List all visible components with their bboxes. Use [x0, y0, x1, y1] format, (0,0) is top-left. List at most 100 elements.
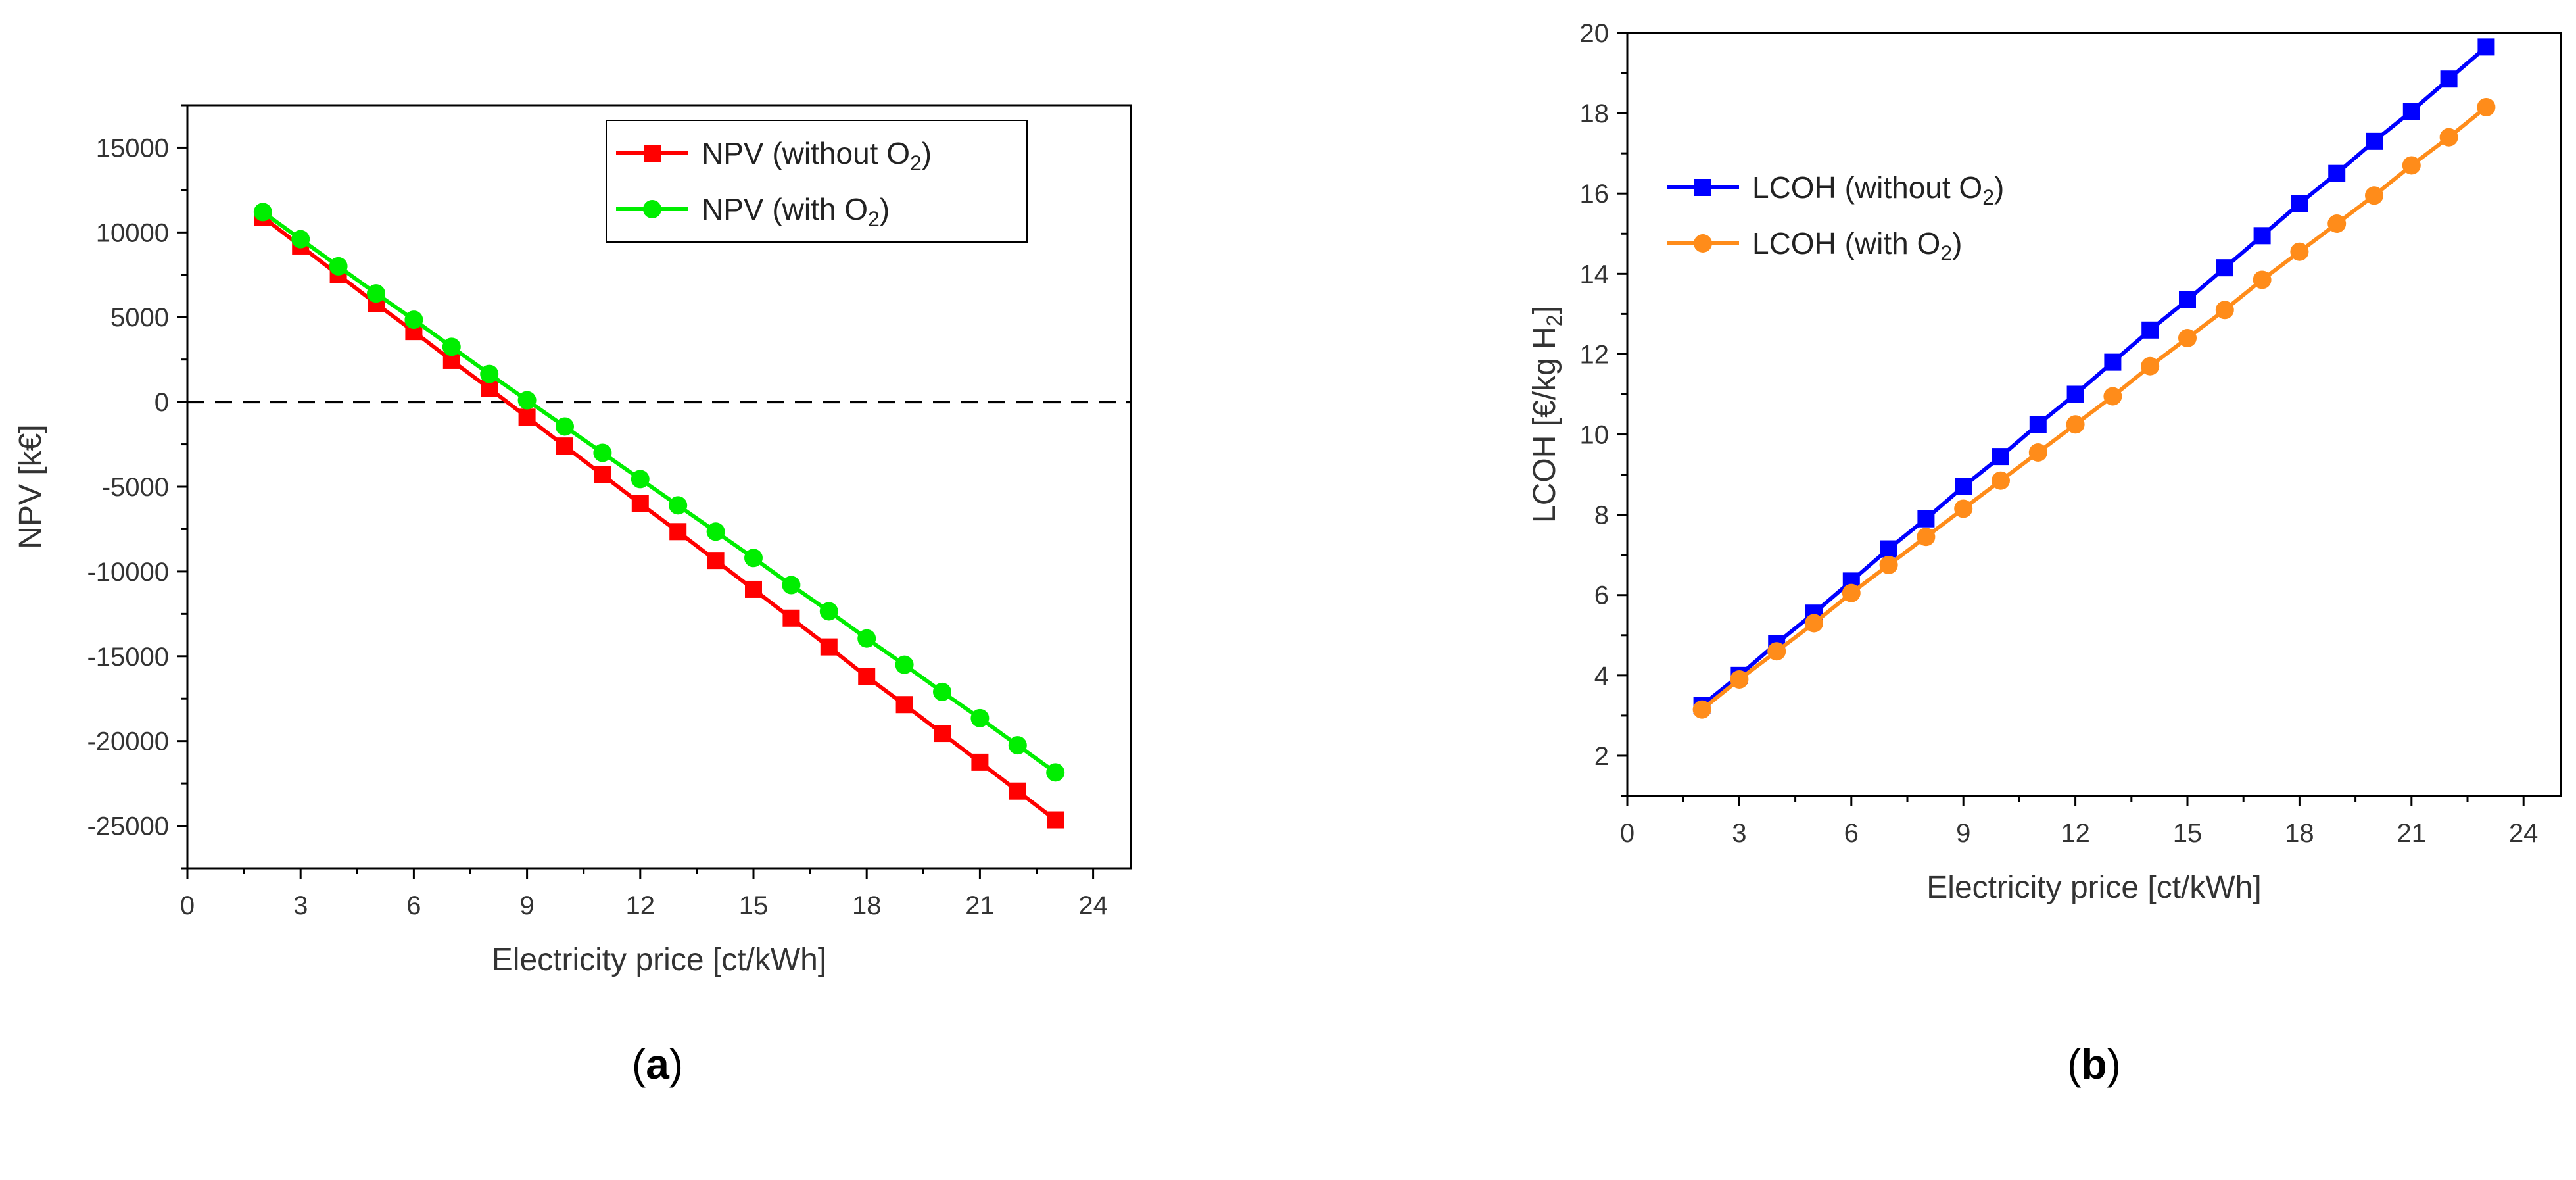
- data-point: [669, 523, 687, 541]
- x-tick-label: 21: [965, 891, 995, 920]
- data-point: [1805, 614, 1823, 633]
- y-tick-label: -25000: [87, 812, 169, 841]
- data-point: [2291, 195, 2308, 212]
- y-tick-label: 20: [1580, 19, 1610, 48]
- data-point: [1842, 583, 1861, 602]
- series-line: [1700, 105, 2488, 712]
- x-tick-label: 0: [180, 891, 195, 920]
- x-tick-label: 12: [626, 891, 656, 920]
- legend-frame: [606, 120, 1028, 243]
- data-point: [2141, 356, 2160, 376]
- data-point: [2141, 321, 2159, 339]
- legend: LCOH (without O2) LCOH (with O2): [1667, 170, 2004, 265]
- data-point: [2103, 387, 2122, 406]
- data-point: [857, 629, 876, 648]
- data-point: [329, 257, 348, 276]
- data-point: [631, 470, 650, 489]
- data-point: [2029, 416, 2047, 433]
- panel-label: (b): [2067, 1041, 2121, 1088]
- data-point: [1046, 763, 1065, 782]
- y-tick-label: 4: [1594, 662, 1609, 691]
- series-1: [254, 209, 1064, 829]
- y-tick-label: 12: [1580, 340, 1610, 369]
- data-point: [594, 466, 611, 483]
- data-point: [895, 655, 914, 674]
- data-point: [2439, 128, 2458, 147]
- data-point: [2290, 242, 2309, 261]
- data-point: [2328, 164, 2346, 182]
- legend-marker: [1694, 179, 1711, 196]
- x-tick-label: 6: [406, 891, 421, 920]
- data-point: [2216, 259, 2233, 277]
- data-point: [971, 753, 989, 771]
- x-axis-title: Electricity price [ct/kWh]: [1926, 870, 2261, 905]
- data-point: [480, 364, 499, 383]
- data-point: [895, 696, 913, 714]
- data-point: [1730, 670, 1749, 689]
- data-point: [367, 284, 385, 303]
- data-point: [819, 602, 838, 621]
- data-point: [631, 495, 649, 512]
- data-point: [442, 337, 461, 356]
- data-point: [1879, 555, 1898, 574]
- series-2: [253, 203, 1065, 782]
- data-point: [2477, 97, 2496, 116]
- data-point: [1047, 811, 1064, 829]
- series-line: [262, 210, 1057, 774]
- data-point: [2365, 186, 2383, 205]
- y-tick-label: -10000: [87, 558, 169, 587]
- data-point: [1955, 478, 1972, 495]
- x-tick-label: 9: [1956, 819, 1970, 848]
- data-point: [2253, 227, 2271, 245]
- data-point: [707, 552, 725, 570]
- x-tick-label: 15: [739, 891, 769, 920]
- data-point: [1917, 528, 1936, 547]
- y-tick-label: 16: [1580, 180, 1610, 209]
- x-tick-label: 24: [1078, 891, 1108, 920]
- x-tick-label: 15: [2173, 819, 2203, 848]
- data-point: [2028, 443, 2047, 462]
- data-point: [518, 408, 536, 426]
- x-tick-label: 3: [1732, 819, 1746, 848]
- plot-frame: [1626, 32, 2562, 797]
- x-tick-label: 18: [852, 891, 882, 920]
- x-tick-label: 12: [2061, 819, 2090, 848]
- data-point: [2066, 415, 2085, 434]
- series-1: [1693, 38, 2495, 714]
- data-point: [253, 203, 272, 222]
- data-point: [1992, 448, 2009, 466]
- data-point: [291, 230, 310, 249]
- data-point: [404, 310, 423, 330]
- chart-panel-a: 0 3 6 9 12 15 18 21 24 -25000 -20000 -15000 -10000 -5…: [13, 104, 1132, 1088]
- data-point: [593, 443, 612, 462]
- legend-entry: NPV (with O2): [702, 192, 890, 231]
- data-point: [2402, 156, 2421, 175]
- data-point: [1880, 540, 1897, 558]
- data-point: [2178, 329, 2197, 347]
- y-tick-label: 0: [155, 388, 169, 417]
- legend: NPV (without O2) NPV (with O2): [606, 120, 1028, 243]
- data-point: [970, 708, 990, 727]
- x-axis-title: Electricity price [ct/kWh]: [492, 943, 826, 977]
- series-line: [261, 215, 1057, 822]
- x-tick-label: 18: [2285, 819, 2314, 848]
- data-point: [745, 580, 762, 598]
- data-point: [2104, 353, 2122, 371]
- y-tick-label: -5000: [102, 473, 169, 502]
- series-line: [1700, 45, 2488, 707]
- y-axis-title: LCOH [€/kg H2]: [1527, 306, 1566, 523]
- data-point: [2440, 70, 2458, 88]
- legend-marker: [1694, 234, 1712, 253]
- data-point: [782, 609, 800, 627]
- x-tick-label: 3: [293, 891, 308, 920]
- x-tick-label: 9: [519, 891, 534, 920]
- x-tick-label: 21: [2397, 819, 2427, 848]
- x-tick-label: 24: [2509, 819, 2539, 848]
- legend-marker: [644, 145, 661, 162]
- legend-marker: [643, 200, 661, 218]
- data-point: [934, 725, 951, 743]
- data-point: [2066, 385, 2084, 403]
- data-point: [1767, 642, 1786, 661]
- data-point: [1917, 510, 1935, 528]
